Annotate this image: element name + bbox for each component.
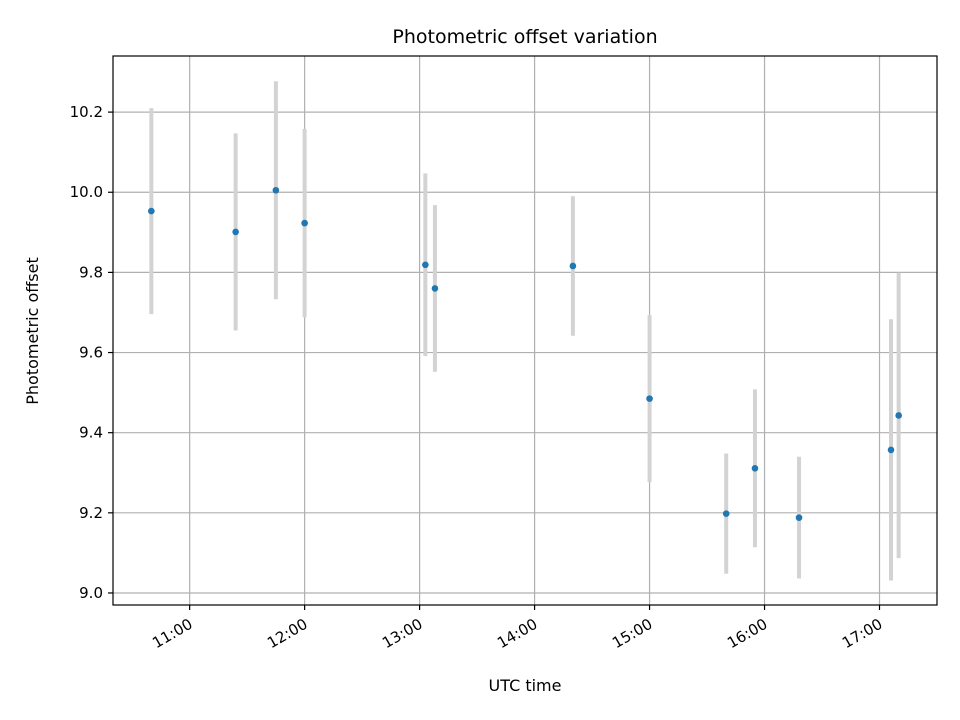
data-point (751, 465, 759, 472)
data-point (895, 412, 902, 419)
data-point (431, 285, 439, 292)
y-tick-label: 9.8 (79, 263, 103, 281)
data-point (887, 446, 895, 454)
y-tick-label: 9.4 (79, 424, 103, 442)
chart-title: Photometric offset variation (392, 26, 657, 48)
y-tick-label: 9.2 (79, 504, 103, 522)
y-tick-label: 10.2 (70, 103, 103, 121)
y-axis-label: Photometric offset (23, 257, 42, 405)
y-tick-label: 9.6 (79, 344, 103, 362)
y-tick-label: 10.0 (70, 183, 103, 201)
data-point (272, 186, 280, 194)
plot-frame (112, 55, 938, 606)
data-point (795, 514, 803, 521)
data-point (722, 510, 730, 517)
data-point (148, 207, 155, 215)
data-point (569, 262, 577, 270)
data-point (301, 219, 308, 227)
data-points (148, 186, 902, 521)
data-point (646, 395, 653, 402)
y-tick-label: 9.0 (79, 584, 103, 602)
data-point (422, 261, 429, 269)
x-axis-label: UTC time (489, 676, 562, 695)
data-point (232, 228, 239, 236)
